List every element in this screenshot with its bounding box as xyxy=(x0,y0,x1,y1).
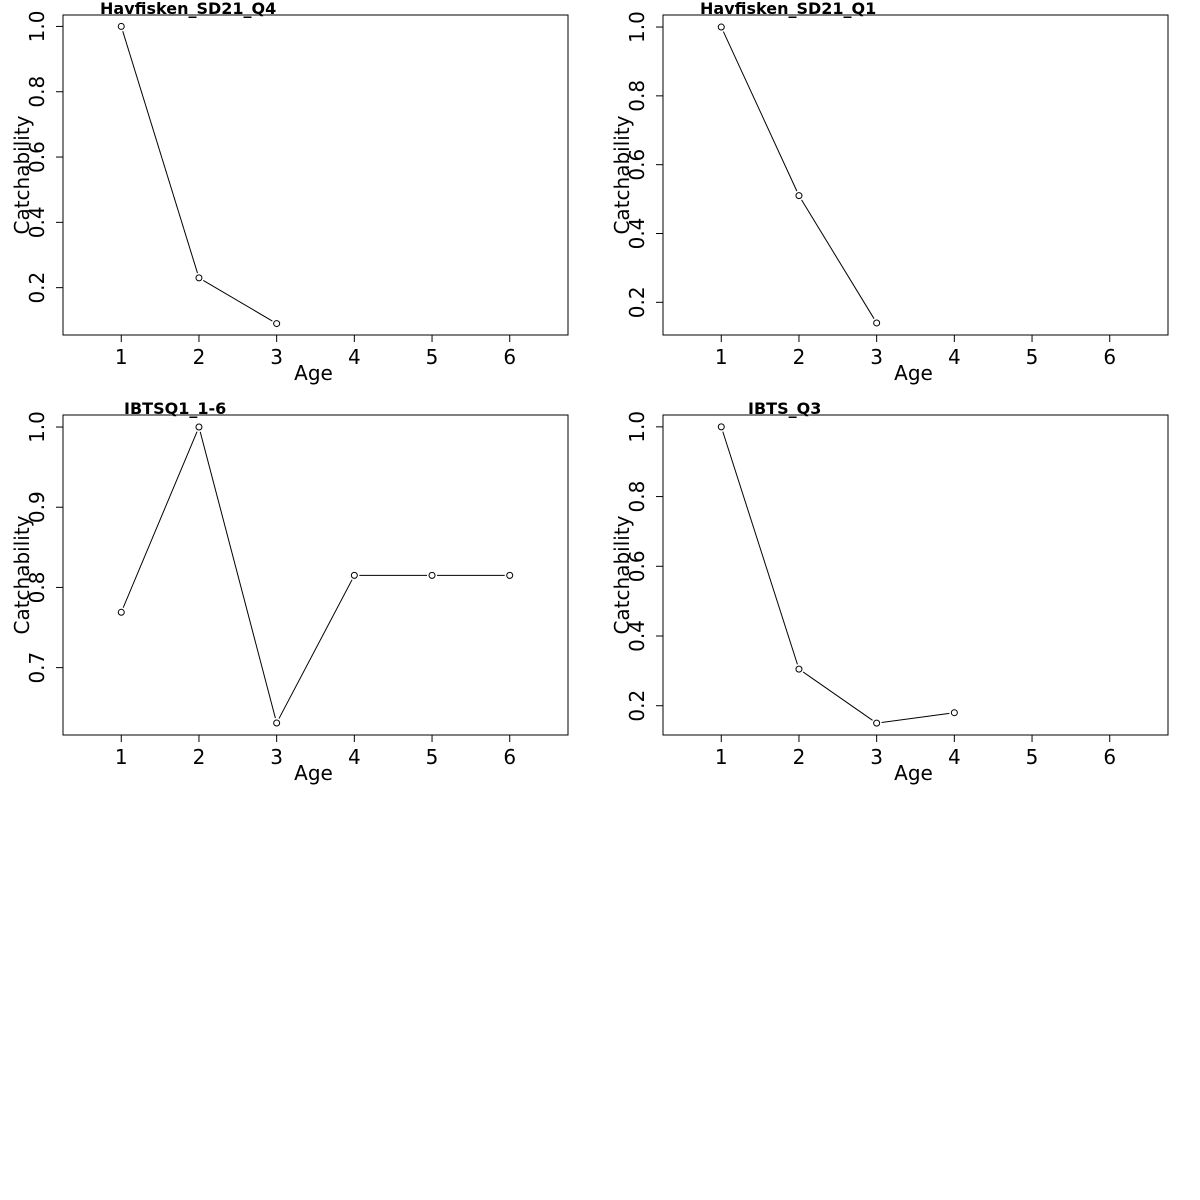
x-tick-label: 3 xyxy=(270,745,283,769)
y-tick-label: 1.0 xyxy=(625,11,649,43)
x-tick-label: 1 xyxy=(115,745,128,769)
panel-havfisken-sd21-q4: Havfisken_SD21_Q4 1 2 3 4 5 6 0.2 0.4 0.6 0.8 1.0 A… xyxy=(10,0,569,385)
panel-ibtsq1-1-6: IBTSQ1_1-6 1 2 3 4 5 6 0.7 0.8 0.9 1.0 Age Catchabi… xyxy=(10,399,569,785)
data-point xyxy=(273,719,281,727)
y-tick-label: 1.0 xyxy=(25,411,49,443)
data-point xyxy=(350,571,358,579)
y-tick-label: 0.9 xyxy=(25,491,49,523)
data-point xyxy=(428,571,436,579)
series-segment xyxy=(122,31,198,274)
series-segment xyxy=(122,431,198,608)
y-tick-label: 0.4 xyxy=(625,620,649,652)
data-point xyxy=(717,23,725,31)
x-tick-label: 2 xyxy=(793,345,806,369)
y-axis-label: Catchability xyxy=(10,515,34,634)
panel-title: Havfisken_SD21_Q4 xyxy=(100,0,276,18)
series-segment xyxy=(802,671,873,721)
y-tick-label: 0.6 xyxy=(625,550,649,582)
series-segment xyxy=(278,579,353,719)
panel-title: IBTSQ1_1-6 xyxy=(124,399,226,418)
x-tick-label: 4 xyxy=(948,745,961,769)
series-segment xyxy=(722,31,798,192)
panel-title: Havfisken_SD21_Q1 xyxy=(700,0,876,18)
data-point xyxy=(795,665,803,673)
y-axis-label: Catchability xyxy=(10,115,34,234)
x-axis-label: Age xyxy=(894,361,933,385)
series-segment xyxy=(881,712,950,723)
plot-frame xyxy=(662,14,1169,336)
x-tick-label: 5 xyxy=(426,345,439,369)
x-tick-label: 6 xyxy=(503,745,516,769)
x-tick-label: 2 xyxy=(793,745,806,769)
y-tick-label: 0.4 xyxy=(25,206,49,238)
y-tick-label: 0.8 xyxy=(25,572,49,604)
x-tick-label: 1 xyxy=(715,345,728,369)
y-tick-label: 1.0 xyxy=(25,11,49,43)
panel-ibts-q3: IBTS_Q3 1 2 3 4 5 6 0.2 0.4 0.6 0.8 1.0 Age Catchabi… xyxy=(610,399,1169,785)
plot-frame xyxy=(662,414,1169,736)
data-point xyxy=(117,608,125,616)
data-point xyxy=(873,719,881,727)
data-point xyxy=(506,571,514,579)
panel-title: IBTS_Q3 xyxy=(748,399,821,418)
x-tick-label: 4 xyxy=(348,345,361,369)
x-tick-label: 5 xyxy=(1026,345,1039,369)
plot-frame xyxy=(62,414,569,736)
x-tick-label: 6 xyxy=(503,345,516,369)
data-point xyxy=(195,274,203,282)
x-tick-label: 5 xyxy=(1026,745,1039,769)
x-tick-label: 4 xyxy=(348,745,361,769)
y-axis-label: Catchability xyxy=(610,515,634,634)
x-tick-label: 3 xyxy=(270,345,283,369)
y-axis-label: Catchability xyxy=(610,115,634,234)
x-axis-label: Age xyxy=(294,361,333,385)
data-point xyxy=(950,709,958,717)
x-axis-label: Age xyxy=(294,761,333,785)
y-tick-label: 0.8 xyxy=(25,76,49,108)
x-tick-label: 2 xyxy=(193,745,206,769)
data-point xyxy=(195,423,203,431)
x-tick-label: 4 xyxy=(948,345,961,369)
x-tick-label: 3 xyxy=(870,345,883,369)
y-tick-label: 0.8 xyxy=(625,481,649,513)
x-tick-label: 1 xyxy=(115,345,128,369)
y-tick-label: 1.0 xyxy=(625,411,649,443)
series-segment xyxy=(199,431,276,719)
data-point xyxy=(873,319,881,327)
y-tick-label: 0.8 xyxy=(625,80,649,112)
x-tick-label: 1 xyxy=(715,745,728,769)
data-point xyxy=(795,192,803,200)
y-tick-label: 0.4 xyxy=(625,218,649,250)
y-tick-label: 0.7 xyxy=(25,652,49,684)
x-tick-label: 2 xyxy=(193,345,206,369)
y-tick-label: 0.6 xyxy=(625,149,649,181)
data-point xyxy=(117,22,125,30)
data-point xyxy=(273,320,281,328)
data-point xyxy=(717,423,725,431)
x-tick-label: 3 xyxy=(870,745,883,769)
series-segment xyxy=(722,431,798,665)
x-tick-label: 5 xyxy=(426,745,439,769)
x-axis-label: Age xyxy=(894,761,933,785)
x-tick-label: 6 xyxy=(1103,345,1116,369)
y-tick-label: 0.2 xyxy=(625,286,649,318)
plot-frame xyxy=(62,14,569,336)
x-tick-label: 6 xyxy=(1103,745,1116,769)
y-tick-label: 0.2 xyxy=(625,690,649,722)
y-tick-label: 0.6 xyxy=(25,141,49,173)
series-segment xyxy=(801,199,875,319)
y-tick-label: 0.2 xyxy=(25,272,49,304)
series-segment xyxy=(203,279,273,322)
panel-havfisken-sd21-q1: Havfisken_SD21_Q1 1 2 3 4 5 6 0.2 0.4 0.6 0.8 1.0 A… xyxy=(610,0,1169,385)
